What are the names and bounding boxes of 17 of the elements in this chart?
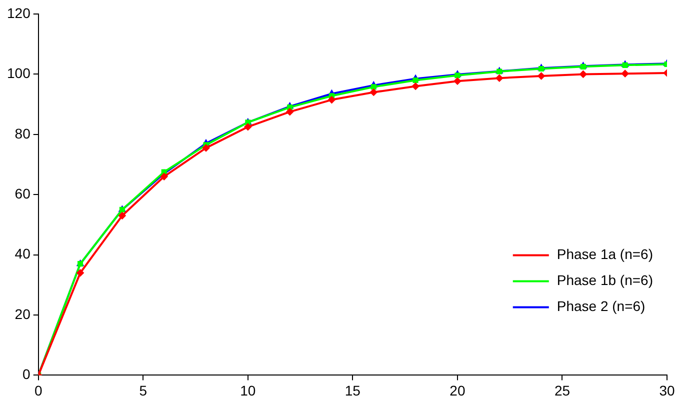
x-tick-label: 15 (344, 382, 361, 398)
y-tick-label: 100 (7, 65, 31, 82)
y-tick-label: 120 (7, 4, 31, 21)
y-tick-label: 80 (14, 125, 31, 142)
legend-label: Phase 1b (n=6) (556, 272, 654, 288)
legend-label: Phase 1a (n=6) (556, 246, 654, 262)
y-tick-label: 40 (14, 246, 31, 262)
x-tick-label: 25 (554, 382, 570, 398)
x-tick-label: 5 (139, 382, 148, 398)
legend-label: Phase 2 (n=6) (556, 298, 646, 314)
x-tick-label: 30 (659, 382, 675, 398)
y-tick-label: 60 (14, 185, 31, 202)
x-tick-label: 0 (34, 382, 42, 398)
y-tick-label: 0 (22, 366, 31, 382)
x-tick-label: 10 (240, 382, 256, 398)
y-tick-label: 20 (14, 306, 31, 322)
x-tick-label: 20 (450, 382, 466, 398)
